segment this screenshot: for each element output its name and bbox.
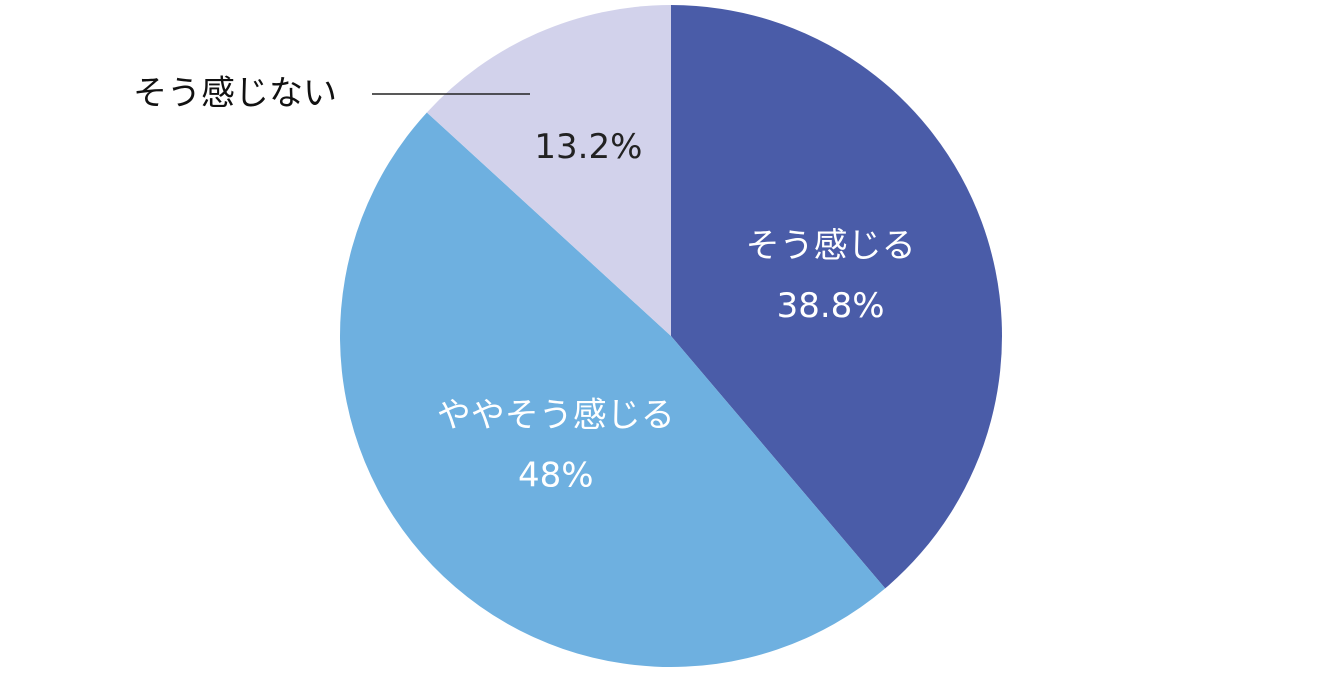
pie-slice [340,112,886,668]
slice-value-label: 38.8% [777,286,885,326]
slice-value-label: 48% [518,455,594,495]
slice-category-label: ややそう感じる [437,395,675,435]
pie-slice [671,5,1003,589]
slice-value-label: 13.2% [534,127,642,167]
slice-category-label: そう感じる [746,226,916,266]
pie-slice [426,5,671,336]
slice-category-label: そう感じない [133,74,337,114]
